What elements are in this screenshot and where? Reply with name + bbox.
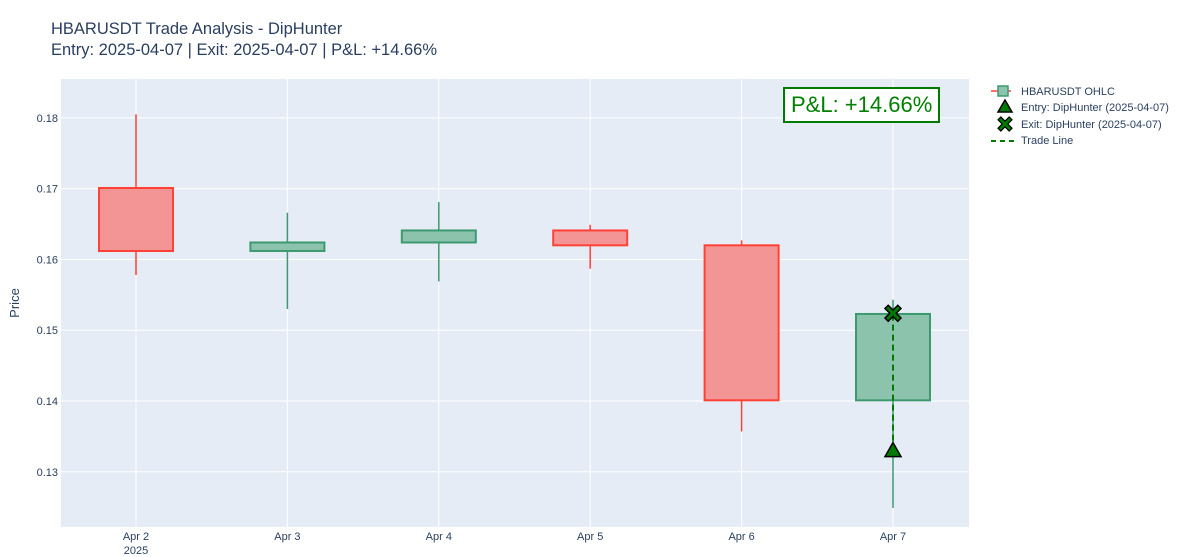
entry-marker[interactable] <box>883 441 903 458</box>
y-tick-label: 0.13 <box>37 467 58 479</box>
plot-background <box>61 79 969 527</box>
trade-markers <box>883 304 903 458</box>
candle-body <box>400 229 477 244</box>
x-tick-sublabel: 2025 <box>124 545 148 557</box>
x-tick-label: Apr 3 <box>274 531 300 543</box>
candle[interactable] <box>703 240 780 432</box>
legend-label-entry: Entry: DipHunter (2025-04-07) <box>1021 102 1169 114</box>
legend-item-entry[interactable]: Entry: DipHunter (2025-04-07) <box>996 98 1169 114</box>
pnl-annotation-text: P&L: +14.66% <box>791 92 933 117</box>
x-marker-icon <box>997 116 1013 132</box>
candle[interactable] <box>98 114 174 276</box>
pnl-annotation: P&L: +14.66% <box>783 87 941 123</box>
x-tick-label: Apr 2 <box>123 531 149 543</box>
y-tick-label: 0.15 <box>37 325 58 337</box>
candle-body <box>249 241 326 252</box>
y-axis-title: Price <box>7 288 22 318</box>
x-tick-label: Apr 6 <box>728 531 754 543</box>
candle-body <box>98 186 174 252</box>
y-tick-label: 0.14 <box>37 396 58 408</box>
y-tick-label: 0.17 <box>37 184 58 196</box>
candle[interactable] <box>400 202 477 282</box>
candle[interactable] <box>249 212 326 310</box>
candle-body <box>703 244 780 402</box>
exit-marker[interactable] <box>883 304 903 323</box>
x-tick-label: Apr 7 <box>880 531 906 543</box>
legend-item-trade-line[interactable]: Trade Line <box>991 135 1073 147</box>
x-tick-label: Apr 4 <box>426 531 452 543</box>
legend-item-exit[interactable]: Exit: DipHunter (2025-04-07) <box>997 116 1162 132</box>
candle-body <box>552 229 629 247</box>
candle[interactable] <box>552 224 629 269</box>
y-axis-ticks: 0.13 0.14 0.15 0.16 0.17 0.18 <box>37 113 58 479</box>
legend-label-ohlc: HBARUSDT OHLC <box>1021 86 1115 98</box>
legend[interactable]: HBARUSDT OHLC Entry: DipHunter (2025-04-… <box>991 85 1169 147</box>
y-tick-label: 0.16 <box>37 254 58 266</box>
x-axis-ticks: Apr 2 2025 Apr 3 Apr 4 Apr 5 Apr 6 Apr 7 <box>123 531 906 557</box>
triangle-up-icon <box>996 98 1014 113</box>
y-tick-label: 0.18 <box>37 113 58 125</box>
legend-label-trade-line: Trade Line <box>1021 135 1073 147</box>
x-tick-label: Apr 5 <box>577 531 603 543</box>
chart-title-line1: HBARUSDT Trade Analysis - DipHunter <box>51 20 343 38</box>
chart-title-line2: Entry: 2025-04-07 | Exit: 2025-04-07 | P… <box>51 41 438 59</box>
legend-item-ohlc[interactable]: HBARUSDT OHLC <box>991 85 1115 98</box>
legend-label-exit: Exit: DipHunter (2025-04-07) <box>1021 119 1162 131</box>
chart-title: HBARUSDT Trade Analysis - DipHunter Entr… <box>51 19 437 61</box>
